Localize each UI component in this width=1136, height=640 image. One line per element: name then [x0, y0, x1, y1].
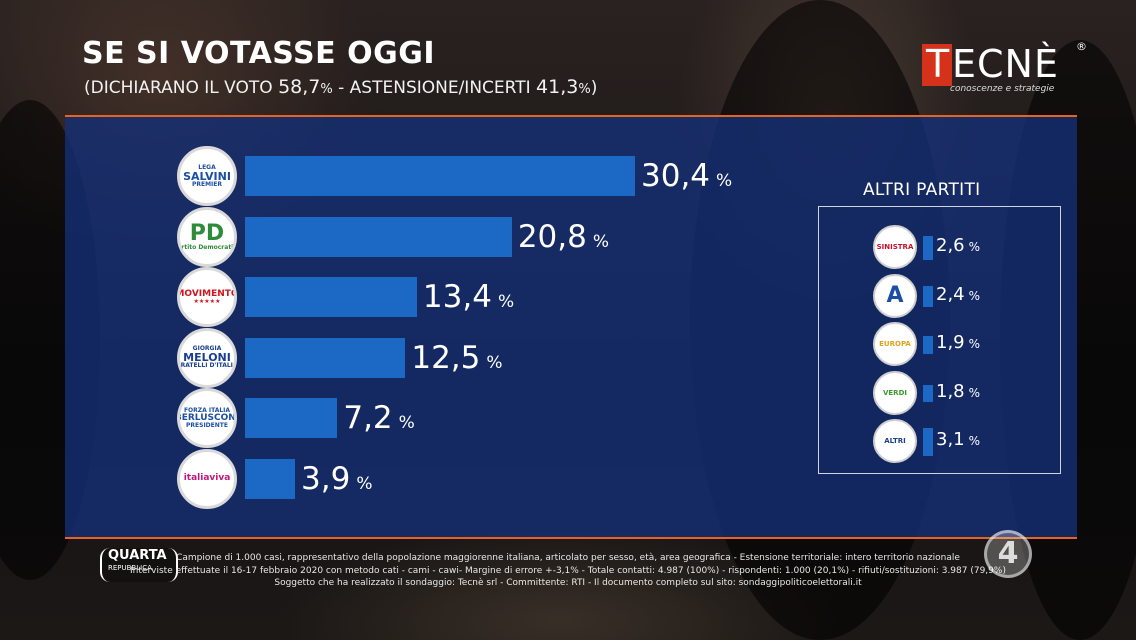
party-logo: MOVIMENTO ★★★★★: [177, 267, 237, 327]
party-logo-text: FRATELLI D'ITALIA: [177, 362, 237, 369]
bar-value-label-small: 3,1%: [936, 429, 980, 450]
bar-value-label: 30,4%: [641, 158, 732, 194]
bar-value-number: 3,1: [936, 429, 965, 450]
show-name: QUARTA: [108, 548, 167, 563]
party-logo: PDPartito Democratico: [177, 206, 237, 267]
chart-bar-small: [923, 336, 933, 354]
bar-value-unit: %: [497, 292, 515, 312]
bar-value-label: 20,8%: [518, 219, 609, 255]
bar-value-unit: %: [398, 413, 415, 433]
registered-mark: ®: [1076, 40, 1087, 53]
page-subtitle: (DICHIARANO IL VOTO 58,7% - ASTENSIONE/I…: [84, 76, 597, 98]
tecne-logo: T ECNÈ ® conoscenze e strategie: [918, 40, 1088, 96]
party-logo-text: LEGA: [198, 163, 216, 171]
bar-value-unit: %: [486, 352, 503, 373]
party-logo-small: ALTRI: [873, 419, 917, 463]
party-logo-small: EUROPA: [873, 322, 917, 366]
bar-value-label-small: 2,4%: [936, 284, 980, 305]
chart-bar: [245, 458, 296, 499]
bar-value-unit: %: [968, 337, 981, 351]
party-logo: GIORGIA MELONI FRATELLI D'ITALIA: [177, 327, 237, 388]
party-logo-text: BERLUSCONI: [177, 412, 237, 423]
party-logo: italiaviva: [177, 448, 237, 509]
bar-value-number: 7,2: [343, 400, 393, 436]
party-logo-small: VERDI: [873, 370, 917, 415]
party-logo-text: EUROPA: [879, 340, 911, 348]
bar-value-unit: %: [356, 473, 373, 494]
bar-value-unit: %: [716, 171, 733, 191]
party-logo-text: PRESIDENTE: [186, 421, 228, 429]
bar-value-label: 7,2%: [343, 400, 414, 436]
party-logo-text: MELONI: [183, 351, 231, 364]
chart-bar: [245, 398, 338, 438]
party-logo-text: A: [886, 283, 904, 308]
party-logo-text: FORZA ITALIA: [183, 406, 231, 414]
bar-value-number: 12,5: [411, 339, 481, 376]
party-logo: LEGA SALVINI PREMIER: [177, 146, 237, 206]
channel-logo: 4: [984, 530, 1032, 578]
tecne-tagline: conoscenze e strategie: [950, 84, 1055, 94]
chart-bar: [245, 216, 512, 257]
party-logo-text: italiaviva: [183, 473, 231, 483]
subtitle-astensione-pct: %: [578, 82, 591, 97]
party-logo: FORZA ITALIA BERLUSCONI PRESIDENTE: [177, 388, 237, 448]
chart-bar: [245, 277, 417, 317]
chart-bar-small: [923, 236, 933, 260]
party-logo-text: ALTRI: [884, 437, 906, 445]
bar-value-label: 13,4%: [423, 279, 514, 315]
others-title: ALTRI PARTITI: [863, 180, 981, 200]
bar-value-unit: %: [968, 385, 981, 400]
bar-value-number: 3,9: [301, 460, 351, 497]
bar-value-label-small: 1,9%: [936, 332, 980, 353]
tecne-logo-t: T: [926, 42, 950, 86]
subtitle-astensione-value: 41,3: [536, 76, 579, 98]
bar-value-unit: %: [968, 240, 981, 254]
page-title: SE SI VOTASSE OGGI: [82, 36, 436, 71]
subtitle-suffix: ): [590, 78, 598, 98]
bar-value-number: 20,8: [517, 218, 587, 255]
party-logo-small: A: [873, 273, 917, 318]
subtitle-mid: - ASTENSIONE/INCERTI: [332, 78, 537, 98]
bar-value-label: 12,5%: [411, 340, 502, 376]
chart-bar-small: [923, 385, 933, 402]
bar-value-number: 1,8: [936, 380, 965, 402]
chart-bar: [245, 337, 406, 378]
methodology-line: Interviste effettuate il 16-17 febbraio …: [130, 565, 1006, 576]
bar-value-unit: %: [968, 288, 981, 303]
bar-value-label-small: 2,6%: [936, 235, 980, 256]
bar-value-number: 13,4: [422, 279, 492, 315]
party-logo-text: PREMIER: [191, 180, 223, 188]
chart-bar-small: [923, 428, 933, 456]
methodology-line: Soggetto che ha realizzato il sondaggio:…: [274, 578, 862, 588]
others-box: SINISTRA 2,6% A 2,4% EUROPA 1,9% VERDI 1,8% ALTR…: [818, 206, 1061, 474]
show-sub: REPUBBLICA: [108, 564, 152, 572]
bar-value-number: 2,4: [936, 283, 965, 305]
bar-value-number: 1,9: [936, 332, 965, 353]
bar-value-unit: %: [592, 231, 610, 252]
bar-value-number: 30,4: [641, 158, 711, 194]
tecne-logo-text: ECNÈ: [952, 42, 1059, 86]
chart-bar-small: [923, 285, 933, 308]
methodology-line: Campione di 1.000 casi, rappresentativo …: [176, 553, 960, 563]
bar-value-label: 3,9%: [301, 461, 372, 497]
party-logo-text: SINISTRA: [876, 243, 914, 251]
party-logo-text: GIORGIA: [192, 345, 222, 352]
subtitle-prefix: (DICHIARANO IL VOTO: [84, 78, 279, 98]
subtitle-voto-value: 58,7: [278, 76, 321, 98]
show-logo: QUARTA REPUBBLICA: [100, 548, 178, 582]
bar-value-number: 2,6: [936, 235, 965, 256]
party-logo-text: Partito Democratico: [177, 243, 237, 251]
bar-value-label-small: 1,8%: [936, 381, 980, 402]
party-logo-text: PD: [189, 220, 225, 246]
party-logo-text: MOVIMENTO: [177, 288, 237, 299]
chart-bar: [245, 156, 635, 196]
bar-value-unit: %: [968, 434, 981, 448]
party-logo-text: VERDI: [882, 388, 907, 397]
subtitle-voto-pct: %: [320, 82, 333, 97]
party-logo-small: SINISTRA: [873, 225, 917, 269]
party-logo-text: SALVINI: [183, 169, 231, 183]
methodology-note: Campione di 1.000 casi, rappresentativo …: [0, 552, 1136, 590]
party-logo-text: ★★★★★: [193, 297, 221, 305]
tecne-logo-box: [922, 44, 952, 86]
